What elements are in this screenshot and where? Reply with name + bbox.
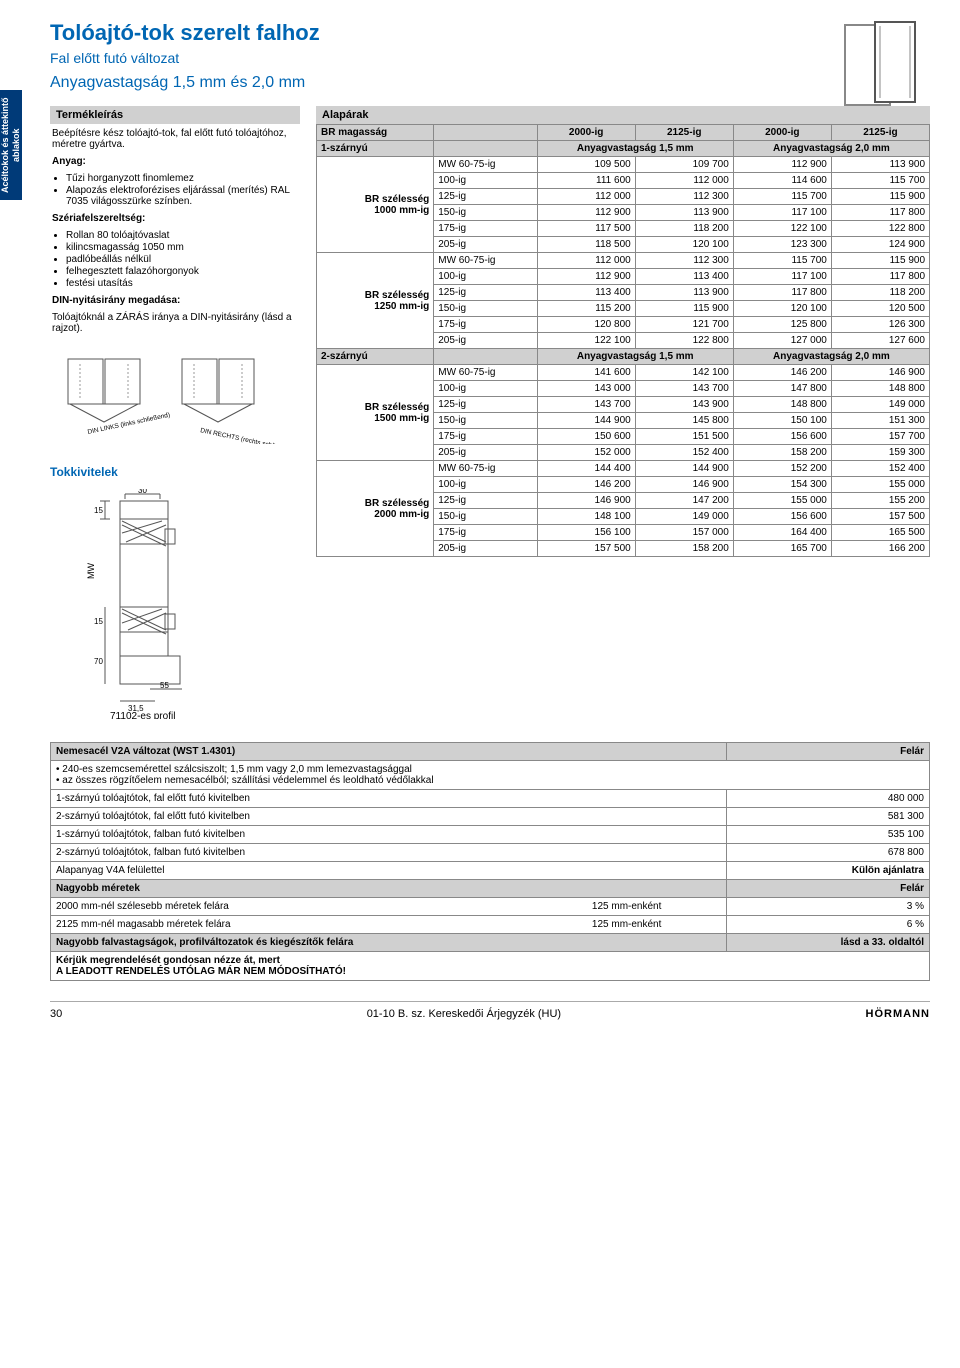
anyag-head: Anyag:: [52, 156, 86, 167]
szeria-list: Rollan 80 tolóajtóvaslatkilincsmagasság …: [52, 230, 298, 289]
door-icon: [840, 20, 920, 110]
svg-text:MW: MW: [86, 563, 96, 579]
list-item: Alapozás elektroforézises eljárással (me…: [66, 185, 298, 207]
profil-drawing: 30 15 15 MW 70 55: [50, 489, 250, 719]
svg-text:70: 70: [94, 657, 103, 666]
din-head: DIN-nyitásirány megadása:: [52, 295, 180, 306]
szeria-head: Szériafelszereltség:: [52, 213, 145, 224]
subtitle2: Anyagvastagság 1,5 mm és 2,0 mm: [50, 74, 930, 92]
price-table: BR magasság2000-ig2125-ig2000-ig2125-ig …: [316, 124, 930, 557]
list-item: kilincsmagasság 1050 mm: [66, 242, 298, 253]
list-item: Tűzi horganyzott finomlemez: [66, 173, 298, 184]
svg-text:55: 55: [160, 681, 169, 690]
footer: 30 01-10 B. sz. Kereskedői Árjegyzék (HU…: [50, 1001, 930, 1020]
page-number: 30: [50, 1008, 62, 1020]
list-item: padlóbeállás nélkül: [66, 254, 298, 265]
footer-text: 01-10 B. sz. Kereskedői Árjegyzék (HU): [367, 1008, 561, 1020]
list-item: festési utasítás: [66, 278, 298, 289]
termekleiras-head: Termékleírás: [50, 106, 300, 124]
desc-intro: Beépítésre kész tolóajtó-tok, fal előtt …: [52, 128, 298, 150]
svg-text:15: 15: [94, 617, 103, 626]
anyag-list: Tűzi horganyzott finomlemezAlapozás elek…: [52, 173, 298, 207]
alaparak-head: Alapárak: [316, 106, 930, 124]
page-title: Tolóajtó-tok szerelt falhoz: [50, 20, 930, 46]
list-item: Rollan 80 tolóajtóvaslat: [66, 230, 298, 241]
svg-text:30: 30: [138, 489, 147, 495]
brand-logo: HÖRMANN: [866, 1008, 930, 1020]
svg-text:71102-es profil: 71102-es profil: [110, 711, 175, 719]
list-item: felhegesztett falazóhorgonyok: [66, 266, 298, 277]
left-column: Termékleírás Beépítésre kész tolóajtó-to…: [50, 106, 300, 722]
svg-text:15: 15: [94, 506, 103, 515]
subtitle: Fal előtt futó változat: [50, 50, 930, 66]
svg-text:DIN LINKS (links schließend): DIN LINKS (links schließend): [87, 412, 171, 436]
din-diagram: DIN LINKS (links schließend) DIN RECHTS …: [50, 354, 280, 444]
svg-text:DIN RECHTS (rechts schließend): DIN RECHTS (rechts schließend): [200, 427, 280, 444]
side-tab: Acéltokok és áttekintő ablakok: [0, 90, 22, 200]
tokkivitelek-head: Tokkivitelek: [50, 465, 300, 479]
din-text: Tolóajtóknál a ZÁRÁS iránya a DIN-nyitás…: [52, 312, 298, 334]
right-column: Alapárak BR magasság2000-ig2125-ig2000-i…: [316, 106, 930, 722]
info-table: Nemesacél V2A változat (WST 1.4301)Felár…: [50, 742, 930, 981]
